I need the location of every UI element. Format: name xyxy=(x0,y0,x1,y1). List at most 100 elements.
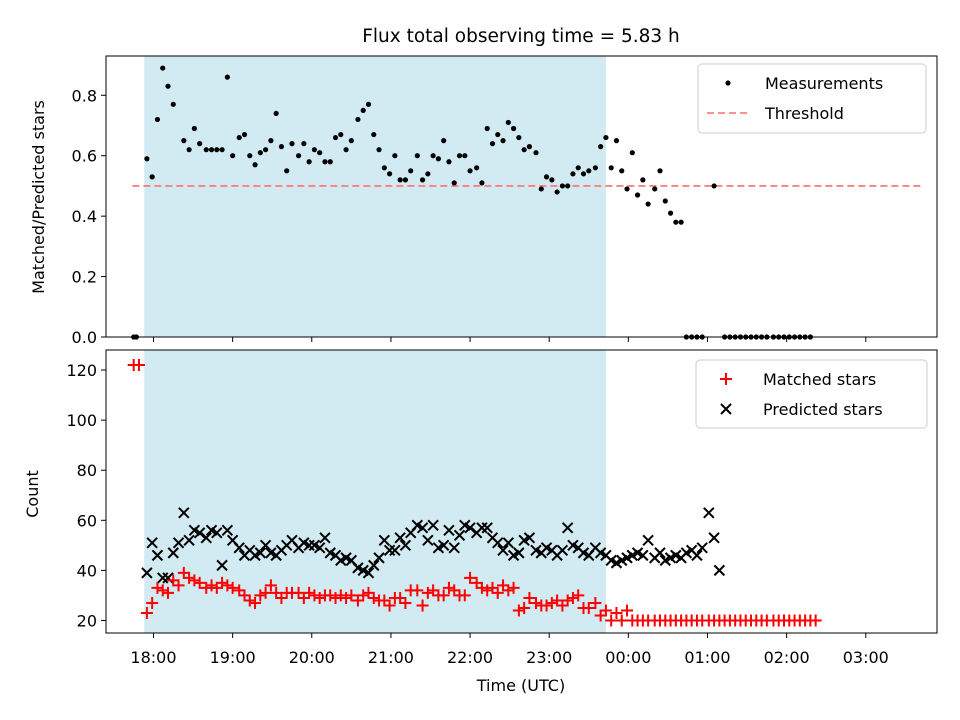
predicted-point xyxy=(216,559,228,572)
measurement-point xyxy=(479,180,485,186)
top-legend: Measurements Threshold xyxy=(697,63,927,134)
matched-point xyxy=(809,614,822,627)
measurement-point xyxy=(360,107,366,113)
predicted-point xyxy=(492,537,504,549)
predicted-point xyxy=(416,522,429,534)
matched-point xyxy=(151,581,164,594)
measurement-point xyxy=(521,147,527,153)
measurement-point xyxy=(278,144,285,150)
predicted-point xyxy=(389,544,401,557)
measurement-point xyxy=(317,150,323,156)
measurement-point xyxy=(657,168,663,174)
matched-point xyxy=(264,579,277,592)
predicted-point xyxy=(703,507,715,519)
matched-point xyxy=(188,574,201,587)
measurement-point xyxy=(711,183,717,189)
measurement-point xyxy=(462,153,468,159)
matched-point xyxy=(572,589,585,602)
measurement-point xyxy=(197,141,203,147)
predicted-point xyxy=(523,532,536,544)
x-tick-label: 02:00 xyxy=(764,648,810,667)
matched-point xyxy=(621,604,634,617)
matched-point xyxy=(589,596,602,609)
matched-point xyxy=(183,571,196,584)
measurement-point xyxy=(533,150,539,156)
measurement-point xyxy=(268,138,274,144)
y-tick-label: 80 xyxy=(77,461,97,480)
measurement-point xyxy=(241,131,248,138)
matched-point xyxy=(313,591,326,604)
predicted-point xyxy=(708,532,720,544)
measurement-point xyxy=(263,147,269,153)
measurement-point xyxy=(208,147,215,153)
y-tick-label: 0.2 xyxy=(72,268,97,287)
top-panel: 0.00.20.40.60.8 Matched/Predicted stars … xyxy=(29,55,938,347)
matched-point xyxy=(146,596,159,609)
measurement-point xyxy=(467,168,473,174)
measurement-point xyxy=(586,168,592,174)
predicted-point xyxy=(443,524,455,537)
matched-point xyxy=(303,586,316,599)
matched-point xyxy=(512,604,525,617)
matched-point xyxy=(270,586,283,599)
predicted-point xyxy=(319,532,331,544)
measurement-point xyxy=(484,125,490,132)
predicted-point xyxy=(464,522,476,534)
matched-point xyxy=(427,584,440,597)
measurement-point xyxy=(673,219,679,225)
measurement-point xyxy=(365,101,372,107)
measurement-point xyxy=(149,174,155,180)
matched-point xyxy=(421,586,434,599)
matched-point xyxy=(470,576,483,589)
measurement-point xyxy=(419,177,426,183)
matched-point xyxy=(167,574,180,587)
y-tick-label: 100 xyxy=(66,411,97,430)
matched-point xyxy=(132,359,145,372)
predicted-point xyxy=(427,519,439,532)
matched-point xyxy=(249,596,262,609)
predicted-point xyxy=(178,507,190,519)
measurement-point xyxy=(214,147,220,153)
predicted-point xyxy=(422,534,434,547)
measurement-point xyxy=(629,150,635,156)
measurement-point xyxy=(678,219,684,225)
matched-point xyxy=(200,581,213,594)
measurement-point xyxy=(284,168,290,174)
predicted-point xyxy=(481,522,493,534)
measurement-point xyxy=(273,110,279,117)
x-axis-label: Time (UTC) xyxy=(476,676,565,695)
measurement-point xyxy=(435,156,441,162)
top-y-axis-label: Matched/Predicted stars xyxy=(29,100,48,294)
measurement-point xyxy=(570,171,576,177)
measurement-point xyxy=(181,138,187,144)
y-tick-label: 40 xyxy=(77,561,97,580)
measurement-point xyxy=(489,141,496,147)
measurement-point xyxy=(230,153,236,159)
predicted-point xyxy=(394,532,406,544)
measurement-point xyxy=(446,159,452,165)
matched-point xyxy=(475,581,488,594)
x-tick-label: 20:00 xyxy=(289,648,335,667)
top-plot-frame xyxy=(105,55,938,338)
matched-point xyxy=(345,589,358,602)
predicted-point xyxy=(448,542,460,554)
measurement-point xyxy=(634,192,641,198)
measurement-point xyxy=(402,177,409,183)
legend-matched-label: Matched stars xyxy=(763,370,876,389)
measurement-point xyxy=(160,65,166,71)
predicted-point xyxy=(399,539,412,552)
measurement-point xyxy=(332,134,339,141)
measurement-point xyxy=(295,153,302,159)
bottom-shaded-span xyxy=(144,350,606,633)
measurement-point xyxy=(526,144,533,150)
measurement-point xyxy=(236,134,242,141)
x-tick-label: 18:00 xyxy=(130,648,176,667)
predicted-point xyxy=(696,542,708,554)
matched-point xyxy=(540,599,553,612)
matched-point xyxy=(610,606,623,619)
matched-point xyxy=(561,594,574,607)
y-tick-label: 20 xyxy=(77,611,97,630)
x-tick-label: 00:00 xyxy=(605,648,651,667)
predicted-point xyxy=(378,534,391,547)
